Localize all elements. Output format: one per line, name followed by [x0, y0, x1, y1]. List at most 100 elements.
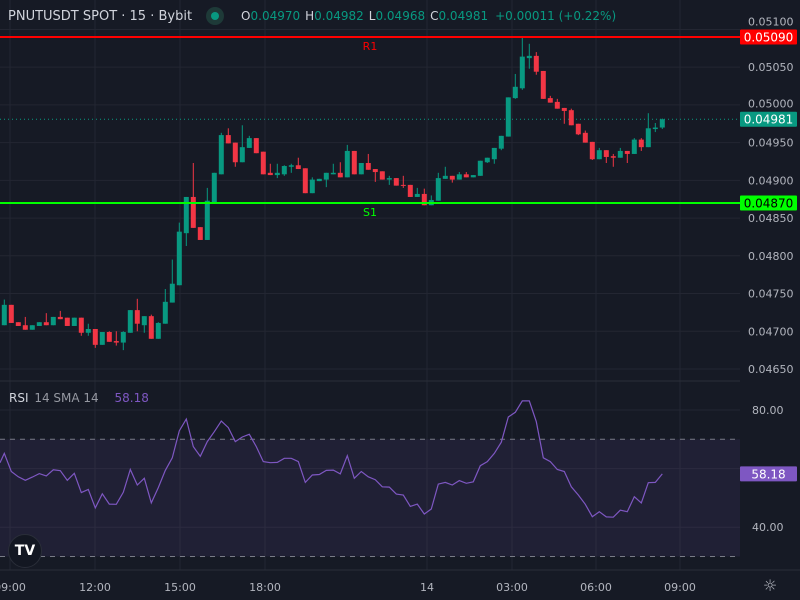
price-tick-label: 0.04800 — [748, 250, 794, 263]
time-tick-label: 12:00 — [79, 581, 111, 594]
price-axis-bg — [740, 0, 800, 570]
candle — [344, 144, 350, 178]
symbol-title[interactable]: PNUTUSDT SPOT · 15 · Bybit — [8, 8, 193, 24]
candle-body — [372, 169, 378, 173]
candle-body — [463, 174, 469, 178]
candle — [141, 316, 147, 333]
candle-body — [533, 55, 539, 72]
candle-body — [183, 196, 189, 234]
candle-body — [379, 171, 385, 180]
level-price-tag-s1: 0.04870 — [740, 195, 797, 211]
candle — [162, 289, 168, 324]
candle-body — [260, 151, 266, 175]
candle — [78, 317, 84, 336]
high-value: 0.04982 — [314, 9, 364, 23]
candle — [561, 107, 567, 124]
rsi-band-fill — [0, 439, 740, 557]
candle-body — [540, 70, 546, 99]
candle-body — [43, 322, 49, 326]
open-value: 0.04970 — [250, 9, 301, 23]
candle-body — [225, 135, 231, 144]
candle-body — [8, 304, 14, 323]
candle — [302, 168, 308, 194]
candle — [239, 125, 245, 163]
market-status-icon[interactable] — [206, 7, 225, 25]
rsi-line — [0, 400, 663, 518]
candle — [253, 138, 259, 154]
close-value: 0.04981 — [438, 9, 489, 23]
tradingview-logo-icon[interactable]: TV — [8, 534, 42, 568]
candle-body — [547, 98, 553, 103]
candle-body — [624, 150, 630, 154]
candle-body — [393, 178, 399, 186]
candle — [232, 142, 238, 167]
candle — [15, 322, 21, 326]
candle — [36, 322, 42, 326]
price-axis[interactable]: 0.05100 0.05050 0.05000 0.04950 0.04900 0.048… — [740, 0, 800, 570]
candle — [575, 123, 581, 136]
close-label: C — [430, 9, 439, 23]
candle-body — [407, 184, 413, 197]
svg-text:58.18: 58.18 — [751, 467, 785, 481]
candle — [316, 178, 322, 182]
svg-text:0.04981: 0.04981 — [744, 113, 794, 127]
open-label: O — [241, 9, 251, 23]
candle — [85, 323, 91, 336]
last-price-tag: 0.04981 — [740, 111, 797, 127]
price-tick-label: 0.04950 — [748, 137, 794, 150]
candle-body — [113, 341, 119, 343]
candle — [414, 187, 420, 197]
price-tick-label: 0.04650 — [748, 363, 794, 376]
price-tick-label: 0.05000 — [748, 98, 794, 111]
candle — [379, 171, 385, 180]
price-tick-label: 0.04700 — [748, 325, 794, 338]
candle — [526, 43, 532, 69]
candle-body — [582, 132, 588, 143]
price-tags: 0.05090 0.04870 0.04981 58.18 — [740, 29, 797, 482]
candle — [547, 95, 553, 103]
candle-body — [456, 174, 462, 180]
candle-body — [148, 316, 154, 339]
candle-body — [232, 142, 238, 163]
candle-body — [554, 101, 560, 109]
time-tick-label: 09:00 — [664, 581, 696, 594]
high-label: H — [305, 9, 315, 23]
candle-body — [505, 97, 511, 137]
candle — [183, 196, 189, 246]
price-tick-label: 0.04750 — [748, 288, 794, 301]
candle — [309, 177, 315, 194]
candle-body — [211, 172, 217, 203]
candle-body — [414, 193, 420, 197]
candle-body — [176, 231, 182, 286]
candle — [197, 227, 203, 240]
candle — [71, 317, 77, 326]
candle-body — [512, 86, 518, 99]
candle — [631, 138, 637, 154]
candle — [400, 175, 406, 188]
candle — [246, 135, 252, 148]
candle-body — [197, 227, 203, 240]
settings-gear-icon[interactable]: ☼ — [762, 576, 778, 595]
rsi-params: 14 SMA 14 — [34, 391, 99, 405]
candle-body — [78, 317, 84, 333]
candle — [610, 153, 616, 167]
candle-body — [120, 332, 126, 343]
candle-body — [274, 172, 280, 176]
candle — [92, 328, 98, 348]
time-axis[interactable]: 09:00 12:00 15:00 18:00 14 03:00 06:00 09:00 — [0, 569, 800, 594]
levels: R1 S1 — [0, 36, 740, 219]
candle-body — [589, 141, 595, 160]
candle — [295, 157, 301, 170]
candle-body — [631, 139, 637, 154]
candle-body — [29, 325, 35, 330]
candle-body — [484, 157, 490, 163]
rsi-legend[interactable]: RSI 14 SMA 14 58.18 — [9, 391, 149, 405]
candle — [470, 175, 476, 178]
candle — [435, 172, 441, 201]
candle-body — [127, 310, 133, 333]
candle-body — [638, 139, 644, 148]
candle-body — [526, 55, 532, 59]
candle-body — [659, 119, 665, 128]
candle-body — [603, 150, 609, 157]
